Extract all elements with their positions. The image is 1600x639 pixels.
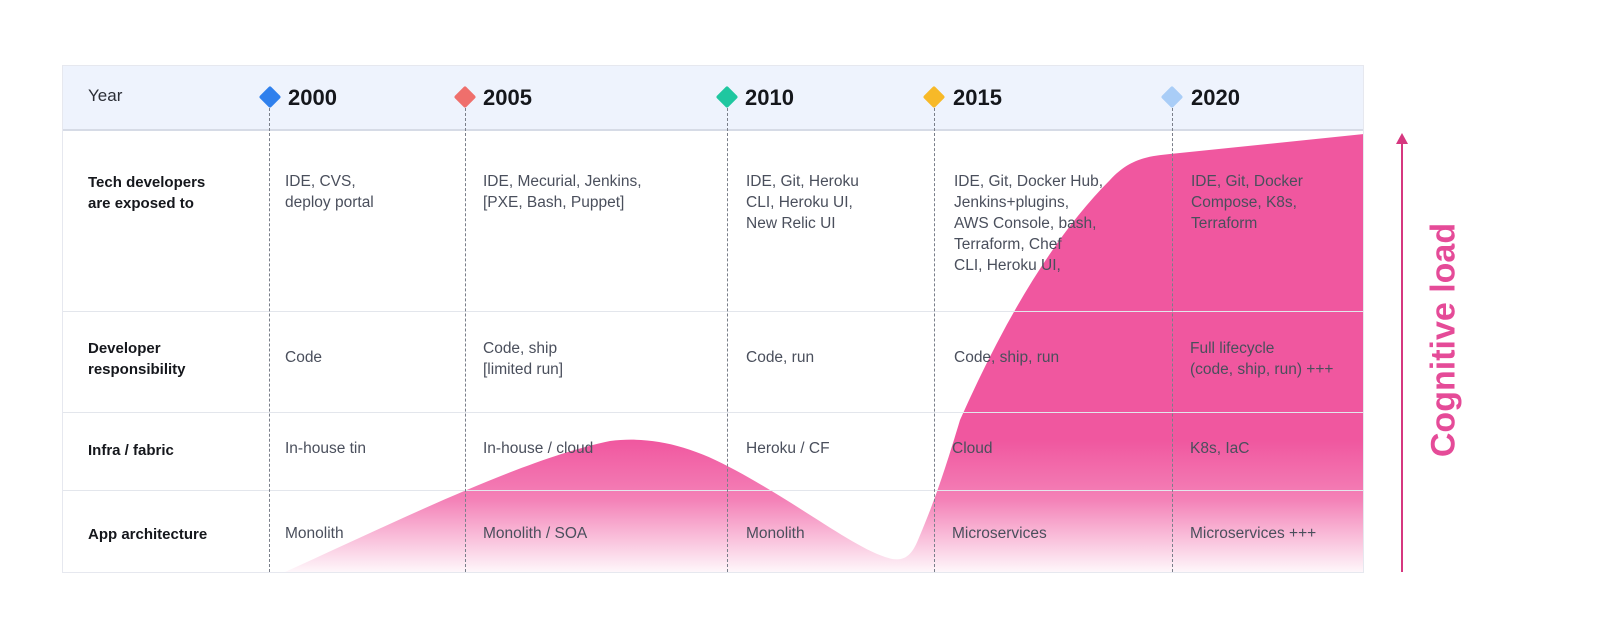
- row-label-infra: Infra / fabric: [88, 442, 174, 459]
- cell-tech-2000: IDE, CVS, deploy portal: [285, 173, 374, 211]
- year-2000: 2000: [288, 85, 337, 110]
- year-2020: 2020: [1191, 85, 1240, 110]
- cell-infra-2005: In-house / cloud: [483, 440, 594, 457]
- cell-infra-2000: In-house tin: [285, 440, 366, 457]
- row-label-tech-exposure: Tech developers are exposed to: [88, 174, 206, 212]
- row-divider: [62, 490, 1364, 491]
- cell-arch-2000: Monolith: [285, 525, 344, 542]
- row-label-app-architecture: App architecture: [88, 526, 208, 543]
- cell-arch-2015: Microservices: [952, 525, 1047, 542]
- year-2005: 2005: [483, 85, 532, 110]
- row-divider: [62, 311, 1364, 312]
- cell-arch-2020: Microservices +++: [1190, 525, 1317, 542]
- cell-infra-2020: K8s, IaC: [1190, 440, 1250, 457]
- cognitive-load-label: Cognitive load: [1424, 222, 1463, 458]
- year-2015: 2015: [953, 85, 1002, 110]
- arrow-up-icon: [1396, 133, 1408, 144]
- cell-resp-2005: Code, ship [limited run]: [483, 340, 564, 378]
- cognitive-load-axis: [1401, 142, 1403, 572]
- cell-tech-2015: IDE, Git, Docker Hub, Jenkins+plugins, A…: [954, 173, 1104, 274]
- cell-resp-2020: Full lifecycle (code, ship, run) +++: [1190, 340, 1334, 378]
- cell-tech-2005: IDE, Mecurial, Jenkins, [PXE, Bash, Pupp…: [483, 173, 642, 211]
- row-label-developer-responsibility: Developer responsibility: [88, 340, 186, 378]
- cell-infra-2010: Heroku / CF: [746, 440, 830, 457]
- curve-area: [285, 134, 1364, 572]
- year-column-label: Year: [88, 86, 123, 105]
- cell-resp-2010: Code, run: [746, 349, 815, 366]
- header-divider: [62, 129, 1364, 131]
- year-2010: 2010: [745, 85, 794, 110]
- timeline-2005: [465, 108, 466, 572]
- timeline-2020: [1172, 108, 1173, 572]
- timeline-2000: [269, 108, 270, 572]
- cell-arch-2005: Monolith / SOA: [483, 525, 588, 542]
- cell-tech-2010: IDE, Git, Heroku CLI, Heroku UI, New Rel…: [746, 173, 859, 232]
- cell-arch-2010: Monolith: [746, 525, 805, 542]
- cell-infra-2015: Cloud: [952, 440, 993, 457]
- cell-tech-2020: IDE, Git, Docker Compose, K8s, Terraform: [1191, 173, 1303, 232]
- cell-resp-2000: Code: [285, 349, 323, 366]
- cell-resp-2015: Code, ship, run: [954, 349, 1060, 366]
- timeline-2015: [934, 108, 935, 572]
- timeline-2010: [727, 108, 728, 572]
- row-divider: [62, 412, 1364, 413]
